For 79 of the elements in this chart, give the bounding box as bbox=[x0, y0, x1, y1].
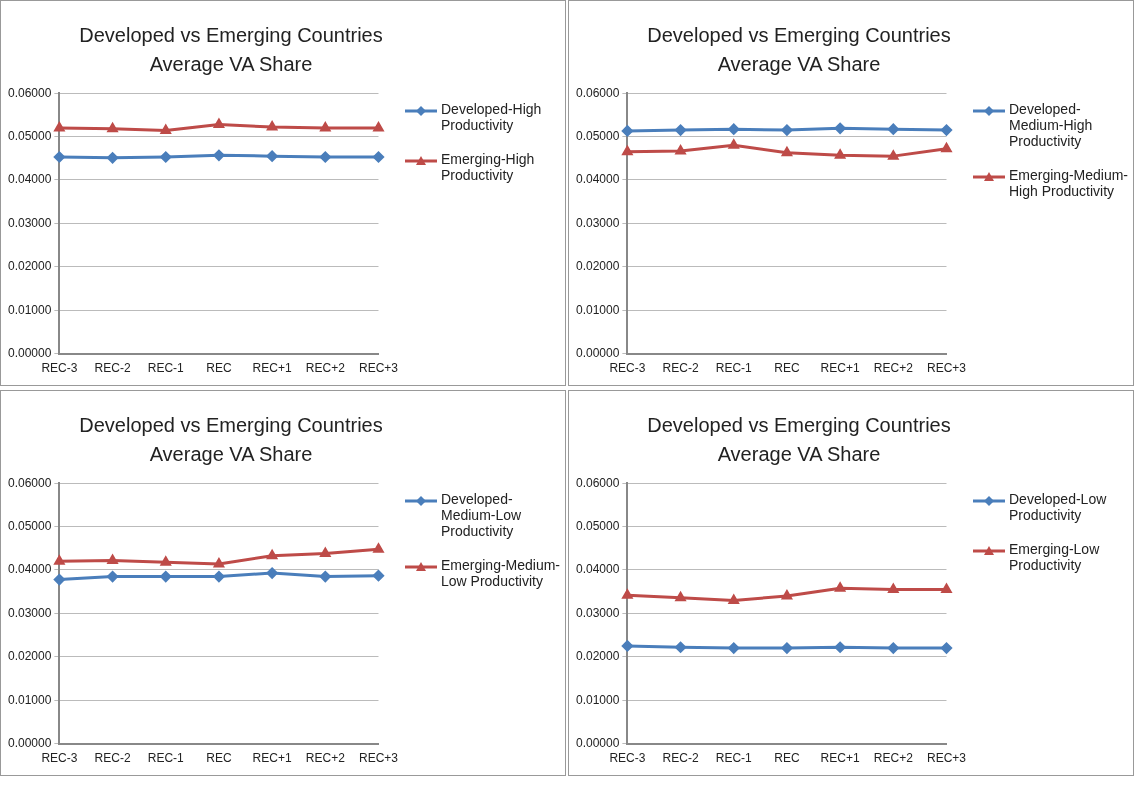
legend-label: Emerging-Low Productivity bbox=[1009, 541, 1101, 573]
x-tick-label: REC+3 bbox=[926, 751, 967, 766]
y-tick-label: 0.03000 bbox=[575, 215, 620, 230]
chart-title: Developed vs Emerging Countries Average VA Share bbox=[646, 413, 952, 467]
y-tick-label: 0.05000 bbox=[575, 128, 620, 143]
y-tick-label: 0.01000 bbox=[575, 302, 620, 317]
legend-label: Emerging-High Productivity bbox=[441, 151, 536, 183]
y-tick-label: 0.04000 bbox=[575, 562, 620, 577]
x-tick-label: REC+3 bbox=[358, 361, 399, 376]
point bbox=[834, 641, 846, 653]
legend-label: Developed-Medium-High Productivity bbox=[1009, 101, 1094, 149]
x-tick-label: REC+2 bbox=[873, 751, 914, 766]
x-tick-label: REC bbox=[774, 751, 800, 766]
chart-title: Developed vs Emerging Countries Average VA Share bbox=[78, 23, 384, 77]
x-tick-label: REC-1 bbox=[715, 361, 753, 376]
y-tick-label: 0.04000 bbox=[7, 562, 52, 577]
y-tick-label: 0.02000 bbox=[575, 649, 620, 664]
y-tick-label: 0.04000 bbox=[575, 172, 620, 187]
x-tick-label: REC-2 bbox=[94, 751, 131, 766]
x-tick-label: REC+2 bbox=[873, 361, 914, 376]
legend-label: Emerging-Medium-High Productivity bbox=[1009, 167, 1130, 199]
point bbox=[887, 642, 899, 654]
point bbox=[728, 642, 740, 654]
x-tick-label: REC-3 bbox=[609, 361, 646, 376]
y-tick-label: 0.01000 bbox=[7, 692, 52, 707]
point bbox=[781, 590, 792, 600]
x-tick-label: REC+2 bbox=[305, 751, 346, 766]
y-tick-label: 0.05000 bbox=[575, 518, 620, 533]
y-tick-label: 0.00000 bbox=[7, 345, 52, 360]
y-tick-label: 0.05000 bbox=[7, 518, 52, 533]
x-tick-label: REC+1 bbox=[820, 361, 860, 376]
x-tick-label: REC bbox=[206, 361, 232, 376]
legend-label: Emerging-Medium-Low Productivity bbox=[441, 557, 562, 589]
point bbox=[940, 642, 952, 654]
point bbox=[781, 642, 793, 654]
legend-label: Developed-Low Productivity bbox=[1009, 491, 1108, 523]
x-tick-label: REC+1 bbox=[820, 751, 860, 766]
x-tick-label: REC-1 bbox=[715, 751, 753, 766]
point bbox=[728, 594, 739, 604]
y-tick-label: 0.00000 bbox=[575, 735, 620, 750]
x-tick-label: REC+1 bbox=[252, 751, 292, 766]
y-tick-label: 0.01000 bbox=[7, 302, 52, 317]
y-tick-label: 0.05000 bbox=[7, 128, 52, 143]
y-tick-label: 0.03000 bbox=[7, 605, 52, 620]
y-tick-label: 0.02000 bbox=[7, 649, 52, 664]
y-tick-label: 0.04000 bbox=[7, 172, 52, 187]
x-tick-label: REC-2 bbox=[94, 361, 131, 376]
x-tick-label: REC bbox=[206, 751, 232, 766]
y-tick-label: 0.02000 bbox=[7, 259, 52, 274]
point bbox=[675, 641, 687, 653]
x-tick-label: REC+3 bbox=[926, 361, 967, 376]
y-tick-label: 0.06000 bbox=[7, 85, 52, 100]
y-tick-label: 0.00000 bbox=[575, 345, 620, 360]
chart-title: Developed vs Emerging Countries Average VA Share bbox=[78, 413, 384, 467]
y-tick-label: 0.03000 bbox=[7, 215, 52, 230]
y-tick-label: 0.03000 bbox=[575, 605, 620, 620]
x-tick-label: REC+2 bbox=[305, 361, 346, 376]
x-tick-label: REC bbox=[774, 361, 800, 376]
point bbox=[622, 589, 633, 599]
x-tick-label: REC-3 bbox=[41, 751, 78, 766]
point bbox=[835, 582, 846, 592]
x-tick-label: REC-2 bbox=[662, 751, 699, 766]
x-tick-label: REC+1 bbox=[252, 361, 292, 376]
x-tick-label: REC-3 bbox=[41, 361, 78, 376]
y-tick-label: 0.06000 bbox=[7, 475, 52, 490]
y-tick-label: 0.01000 bbox=[575, 692, 620, 707]
legend-label: Developed-Medium-Low Productivity bbox=[441, 491, 523, 539]
y-tick-label: 0.02000 bbox=[575, 259, 620, 274]
y-tick-label: 0.00000 bbox=[7, 735, 52, 750]
y-tick-label: 0.06000 bbox=[575, 85, 620, 100]
x-tick-label: REC-3 bbox=[609, 751, 646, 766]
y-tick-label: 0.06000 bbox=[575, 475, 620, 490]
legend-label: Developed-High Productivity bbox=[441, 101, 543, 133]
chart-title: Developed vs Emerging Countries Average VA Share bbox=[646, 23, 952, 77]
point bbox=[621, 640, 633, 652]
x-tick-label: REC+3 bbox=[358, 751, 399, 766]
x-tick-label: REC-2 bbox=[662, 361, 699, 376]
x-tick-label: REC-1 bbox=[147, 751, 185, 766]
x-tick-label: REC-1 bbox=[147, 361, 185, 376]
